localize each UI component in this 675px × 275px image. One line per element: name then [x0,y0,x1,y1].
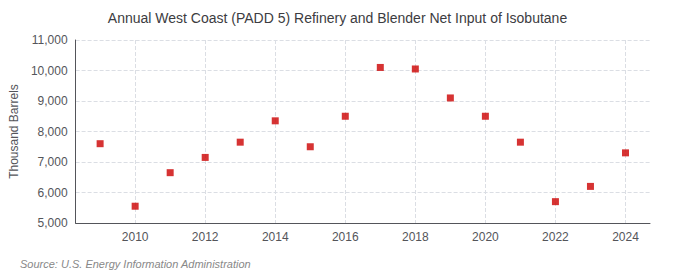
svg-text:2016: 2016 [332,230,359,244]
svg-text:2022: 2022 [542,230,569,244]
svg-text:10,000: 10,000 [31,64,68,78]
svg-text:6,000: 6,000 [38,186,68,200]
svg-text:5,000: 5,000 [38,216,68,230]
svg-text:7,000: 7,000 [38,155,68,169]
svg-text:Thousand Barrels: Thousand Barrels [7,84,21,179]
svg-text:8,000: 8,000 [38,125,68,139]
svg-text:2012: 2012 [192,230,219,244]
svg-text:2014: 2014 [262,230,289,244]
svg-text:2020: 2020 [472,230,499,244]
svg-text:9,000: 9,000 [38,94,68,108]
svg-text:Annual West Coast (PADD 5) Ref: Annual West Coast (PADD 5) Refinery and … [108,10,568,26]
svg-text:Source: U.S. Energy Informatio: Source: U.S. Energy Information Administ… [20,258,251,270]
svg-text:2024: 2024 [612,230,639,244]
svg-text:11,000: 11,000 [32,33,68,47]
svg-text:2010: 2010 [122,230,149,244]
svg-text:2018: 2018 [402,230,429,244]
